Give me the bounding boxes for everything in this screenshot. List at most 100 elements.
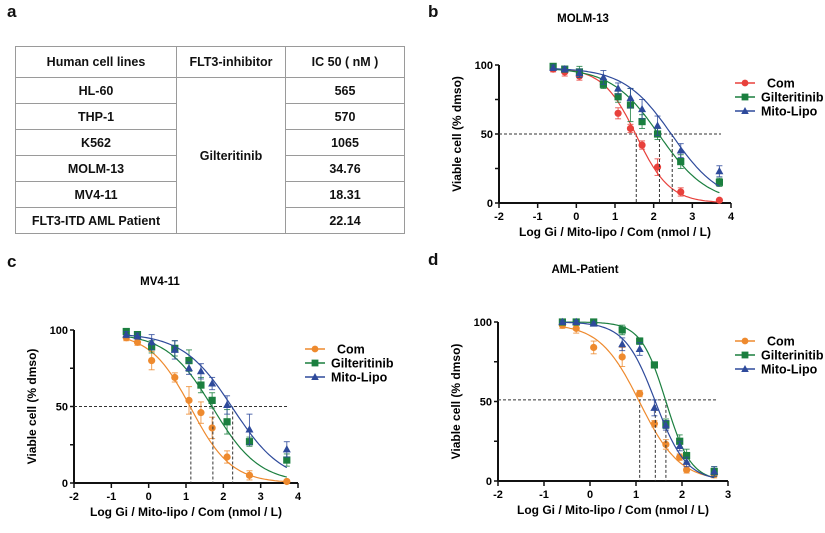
data-point [710,467,719,475]
x-tick-label: -1 [533,211,543,223]
x-tick-label: 0 [146,491,152,503]
legend-item: Gilteritinib [305,357,394,371]
data-point [650,420,659,428]
data-point [283,456,291,464]
ic50-table: Human cell lines FLT3-inhibitor IC 50 ( … [15,46,405,234]
panel-label-b: b [428,2,439,21]
data-point [636,337,644,345]
chart-title: MV4-11 [140,276,180,288]
x-tick-label: 3 [689,211,695,223]
x-axis-label: Log Gi / Mito-lipo / Com (nmol / L) [519,225,711,239]
legend-label: Gilteritinib [331,357,394,371]
legend-label: Com [767,77,795,91]
data-point [147,338,156,346]
panel-label-d: d [428,250,439,269]
legend-item: Mito-Lipo [735,105,818,119]
x-tick-label: 3 [258,491,264,503]
data-point [676,146,685,154]
table-row: MV4-11 18.31 [15,181,405,208]
legend-item: Com [735,77,795,91]
data-point [549,63,558,71]
x-tick-label: -2 [494,211,504,223]
data-point [283,477,291,486]
series-com [558,321,718,481]
header-ic50: IC 50 ( nM ) [285,46,405,78]
legend-item: Mito-Lipo [735,363,818,377]
x-tick-label: -1 [539,489,549,501]
chart-title: AML-Patient [551,264,618,276]
x-tick-label: -2 [69,491,79,503]
data-point [599,73,608,81]
legend-marker [741,365,749,372]
data-point [650,403,659,411]
x-tick-label: -2 [493,489,503,501]
data-point [626,124,635,133]
cell-line: MV4-11 [15,181,177,208]
x-tick-label: 4 [295,491,302,503]
data-point [196,367,205,375]
y-tick-label: 100 [475,60,493,72]
data-point [208,379,217,387]
data-point [208,424,216,432]
series-mito-lipo [558,317,719,481]
x-tick-label: 1 [183,491,189,503]
data-point [223,453,231,461]
data-point [682,457,691,465]
series-com [549,65,724,204]
chart-panel-c: MV4-11 0 50 100 -2 -1 0 1 2 3 4 Log Gi / Mito-lipo … [25,276,394,519]
data-point [618,353,626,361]
data-point [133,331,142,340]
legend-item: Com [305,343,365,357]
x-tick-label: 3 [725,489,731,501]
chart-panel-d: AML-Patient 0 50 100 -2 -1 0 1 2 3 Log Gi / Mito-l… [449,264,824,517]
data-point [245,471,254,479]
fit-curve [553,68,720,187]
ic50-value: 570 [285,103,405,130]
x-tick-label: 2 [679,489,685,501]
data-point [184,364,193,372]
x-tick-label: 1 [612,211,618,223]
fit-curve [126,334,288,469]
data-point [148,357,156,365]
cell-line: FLT3-ITD AML Patient [15,207,177,234]
table-row: THP-1 570 [15,103,405,130]
x-axis-label: Log Gi / Mito-lipo / Com (nmol / L) [517,503,709,517]
data-point [197,381,205,389]
data-point [560,64,569,73]
data-point [572,324,580,332]
series-mito-lipo [122,330,291,483]
header-inhibitor: FLT3-inhibitor [176,46,286,78]
legend-label: Mito-Lipo [761,363,818,377]
panel-label-a: a [7,2,17,21]
data-point [675,441,684,450]
chart-title: MOLM-13 [557,13,609,25]
ic50-value: 22.14 [285,207,405,234]
y-tick-label: 0 [62,478,68,490]
x-tick-label: 2 [651,211,657,223]
data-point [572,317,581,325]
data-point [197,409,205,417]
legend-marker [741,93,749,101]
data-point [626,93,635,102]
data-point [590,343,598,352]
legend-marker [741,79,749,87]
series-mito-lipo [549,63,724,203]
x-tick-label: 1 [633,489,639,501]
legend-marker [311,359,319,367]
legend-label: Mito-Lipo [761,105,818,119]
y-axis-label: Viable cell (% dmso) [450,76,464,192]
data-point [683,466,691,474]
table-row: FLT3-ITD AML Patient 22.14 [15,207,405,234]
x-tick-label: 4 [728,211,735,223]
cell-line: THP-1 [15,103,177,130]
legend-label: Gilteritinib [761,91,824,105]
data-point [185,396,193,404]
data-point [208,396,216,404]
table-header-row: Human cell lines FLT3-inhibitor IC 50 ( … [15,46,405,78]
legend-label: Com [767,335,795,349]
data-point [661,421,670,429]
cell-line: K562 [15,129,177,156]
data-point [715,178,723,186]
legend-item: Mito-Lipo [305,371,388,385]
y-tick-label: 100 [50,325,68,337]
